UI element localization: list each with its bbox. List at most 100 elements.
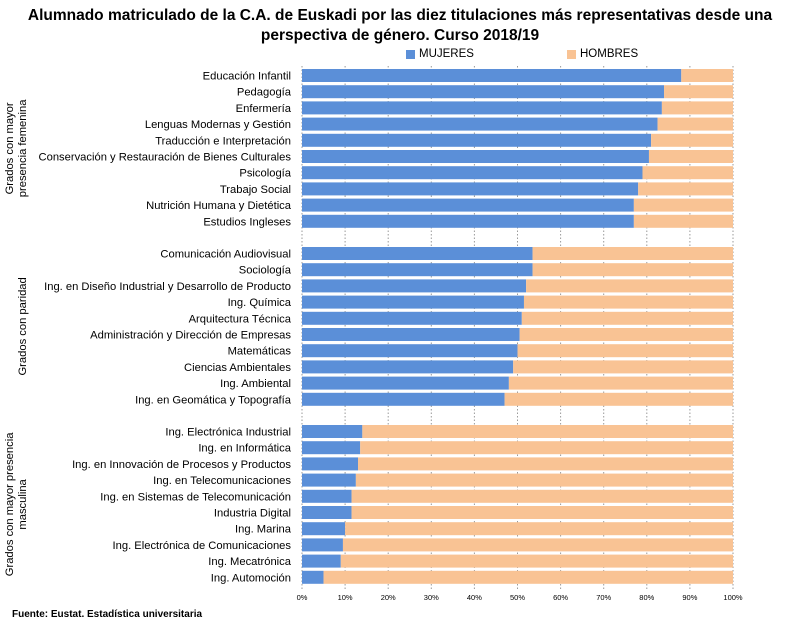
group-label: Grados con mayor presencia: [4, 432, 16, 576]
legend-label-mujeres: MUJERES: [419, 48, 474, 60]
bar-mujeres: [302, 279, 527, 293]
bar-mujeres: [302, 522, 346, 536]
category-label: Educación Infantil: [203, 71, 291, 83]
legend-swatch-mujeres: [406, 49, 415, 59]
bar-hombres: [657, 117, 733, 131]
chart-title-line-1: Alumnado matriculado de la C.A. de Euska…: [27, 7, 773, 24]
category-label: Ing. Química: [228, 297, 292, 309]
group-label: Grados con mayor: [4, 102, 16, 194]
bar-mujeres: [302, 69, 682, 82]
bar-hombres: [661, 101, 733, 115]
x-tick-label: 60%: [553, 593, 568, 602]
x-tick-label: 70%: [596, 593, 611, 602]
bar-hombres: [351, 489, 733, 503]
bar-hombres: [355, 473, 733, 487]
bar-hombres: [638, 182, 733, 196]
x-tick-label: 40%: [467, 593, 482, 602]
x-tick-label: 10%: [338, 593, 353, 602]
bar-mujeres: [302, 506, 352, 519]
bar-mujeres: [302, 247, 533, 260]
x-tick-label: 90%: [682, 593, 697, 602]
category-label: Ciencias Ambientales: [184, 362, 291, 374]
bar-hombres: [504, 392, 733, 406]
bar-hombres: [323, 570, 733, 584]
bar-mujeres: [302, 166, 643, 180]
bar-mujeres: [302, 538, 343, 552]
chart-legend: MUJERES HOMBRES: [0, 48, 800, 64]
category-label: Enfermería: [236, 103, 292, 115]
stacked-bar-chart: Educación Infantil Pedagogía Enfermería Len…: [4, 66, 743, 602]
bar-hombres: [521, 311, 733, 325]
bar-mujeres: [302, 473, 356, 487]
category-label: Administración y Dirección de Empresas: [90, 330, 291, 342]
category-label: Ing. Marina: [235, 524, 292, 536]
bar-mujeres: [302, 425, 363, 438]
bar-hombres: [362, 425, 733, 438]
category-label: Ing. Ambiental: [220, 378, 291, 390]
bar-hombres: [508, 376, 733, 390]
category-label: Ing. en Sistemas de Telecomunicación: [100, 491, 291, 503]
bar-hombres: [345, 522, 733, 536]
bar-mujeres: [302, 457, 359, 471]
bar-hombres: [532, 247, 733, 260]
group-label: presencia femenina: [17, 99, 29, 197]
bar-mujeres: [302, 554, 341, 568]
category-label: Industria Digital: [214, 508, 291, 520]
bar-mujeres: [302, 489, 352, 503]
bar-mujeres: [302, 150, 649, 163]
bar-mujeres: [302, 311, 522, 325]
bar-hombres: [340, 554, 733, 568]
category-label: Sociología: [239, 265, 292, 277]
category-label: Ing. Electrónica Industrial: [165, 427, 291, 439]
bar-hombres: [358, 457, 733, 471]
category-label: Estudios Ingleses: [203, 216, 291, 228]
bar-mujeres: [302, 263, 533, 277]
category-label: Ing. en Innovación de Procesos y Product…: [72, 459, 291, 471]
bar-mujeres: [302, 328, 520, 341]
bar-hombres: [664, 85, 733, 99]
category-label: Ing. en Telecomunicaciones: [153, 475, 291, 487]
category-label: Ing. en Informática: [198, 443, 291, 455]
group-label: Grados con paridad: [17, 277, 29, 375]
bar-mujeres: [302, 570, 324, 584]
bar-mujeres: [302, 101, 662, 115]
category-label: Matemáticas: [228, 346, 292, 358]
bar-mujeres: [302, 214, 634, 228]
bar-mujeres: [302, 85, 665, 99]
bar-hombres: [351, 506, 733, 519]
bar-mujeres: [302, 360, 514, 374]
bar-hombres: [517, 344, 733, 358]
bar-hombres: [523, 295, 733, 309]
bar-hombres: [642, 166, 733, 180]
bar-mujeres: [302, 392, 505, 406]
category-label: Trabajo Social: [220, 184, 291, 196]
category-label: Comunicación Audiovisual: [160, 249, 291, 261]
category-label: Pedagogía: [237, 87, 292, 99]
bar-hombres: [526, 279, 733, 293]
bar-hombres: [519, 328, 733, 341]
bar-mujeres: [302, 117, 658, 131]
category-label: Lenguas Modernas y Gestión: [145, 119, 291, 131]
bar-hombres: [633, 214, 733, 228]
category-label: Ing. en Geomática y Topografía: [135, 394, 292, 406]
category-label: Traducción e Interpretación: [155, 135, 291, 147]
x-tick-label: 0%: [297, 593, 308, 602]
x-tick-label: 30%: [424, 593, 439, 602]
x-tick-label: 20%: [381, 593, 396, 602]
category-label: Ing. Mecatrónica: [208, 556, 291, 568]
chart-title: Alumnado matriculado de la C.A. de Euska…: [0, 6, 800, 46]
x-tick-label: 80%: [639, 593, 654, 602]
legend-item-hombres: HOMBRES: [567, 48, 638, 60]
bar-hombres: [532, 263, 733, 277]
category-label: Psicología: [239, 168, 291, 180]
legend-label-hombres: HOMBRES: [580, 48, 639, 60]
bar-mujeres: [302, 198, 634, 212]
source-footer: Fuente: Eustat. Estadística universitari…: [12, 609, 203, 620]
bar-hombres: [681, 69, 733, 82]
bar-mujeres: [302, 376, 509, 390]
category-label: Nutrición Humana y Dietética: [146, 200, 292, 212]
bar-mujeres: [302, 441, 361, 455]
bar-hombres: [633, 198, 733, 212]
group-label: masculina: [17, 478, 29, 529]
x-tick-label: 50%: [510, 593, 525, 602]
